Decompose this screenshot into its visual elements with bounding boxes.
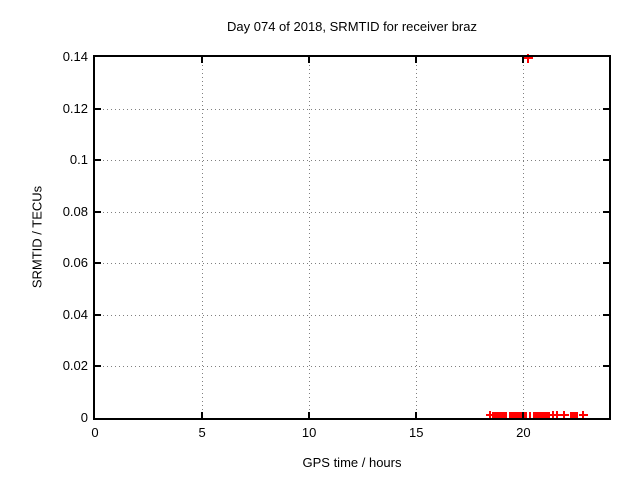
data-cluster-band (523, 411, 527, 419)
y-tick-mark-right (603, 313, 609, 316)
x-axis-label: GPS time / hours (302, 455, 402, 470)
y-tick-label: 0.08 (62, 203, 88, 219)
plus-vertical-stroke (526, 54, 529, 64)
x-gridline (202, 57, 204, 418)
y-tick-mark-right (603, 159, 609, 162)
x-tick-mark-bottom (201, 412, 204, 418)
x-gridline (416, 57, 418, 418)
x-tick-label: 0 (91, 425, 99, 440)
x-gridline (523, 57, 525, 418)
y-tick-mark-left (95, 313, 101, 316)
x-tick-mark-top (308, 57, 311, 63)
y-tick-label: 0.1 (69, 152, 88, 168)
x-tick-mark-top (415, 57, 418, 63)
data-cluster-band (508, 411, 523, 419)
y-tick-mark-left (95, 107, 101, 110)
x-tick-mark-bottom (308, 412, 311, 418)
y-tick-label: 0.12 (62, 100, 88, 116)
y-tick-mark-left (95, 262, 101, 265)
y-tick-mark-left (95, 159, 101, 162)
plus-vertical-stroke (551, 411, 554, 421)
y-gridline (95, 366, 609, 368)
plus-vertical-stroke (555, 411, 558, 421)
y-tick-mark-left (95, 210, 101, 213)
y-tick-label: 0 (80, 410, 88, 425)
x-tick-mark-bottom (415, 412, 418, 418)
y-tick-mark-right (603, 365, 609, 368)
y-gridline (95, 314, 609, 316)
x-tick-mark-top (522, 57, 525, 63)
data-cluster-band (528, 411, 532, 419)
y-tick-label: 0.06 (62, 255, 88, 271)
y-tick-mark-left (95, 365, 101, 368)
y-axis-label: SRMTID / TECUs (29, 185, 45, 289)
chart-title: Day 074 of 2018, SRMTID for receiver bra… (227, 19, 477, 34)
x-tick-label: 10 (301, 425, 317, 440)
y-tick-mark-right (603, 262, 609, 265)
y-tick-label: 0.02 (62, 358, 88, 374)
x-tick-mark-top (201, 57, 204, 63)
y-gridline (95, 160, 609, 162)
plus-vertical-stroke (488, 411, 491, 421)
y-gridline (95, 263, 609, 265)
data-cluster-band (570, 411, 578, 419)
y-tick-mark-right (603, 210, 609, 213)
plus-vertical-stroke (563, 411, 566, 421)
plus-vertical-stroke (582, 411, 585, 421)
plot-border (93, 55, 611, 420)
x-tick-label: 5 (198, 425, 206, 440)
y-tick-mark-right (603, 107, 609, 110)
plot-area (93, 54, 611, 421)
y-tick-label: 0.14 (62, 49, 88, 64)
y-gridline (95, 108, 609, 110)
data-cluster-band (532, 411, 550, 419)
x-tick-label: 15 (409, 425, 424, 440)
y-tick-label: 0.04 (62, 306, 88, 322)
y-gridline (95, 211, 609, 213)
x-tick-mark-bottom (522, 412, 525, 418)
x-tick-label: 20 (516, 425, 531, 440)
x-gridline (309, 57, 311, 418)
data-cluster-band (492, 411, 508, 419)
